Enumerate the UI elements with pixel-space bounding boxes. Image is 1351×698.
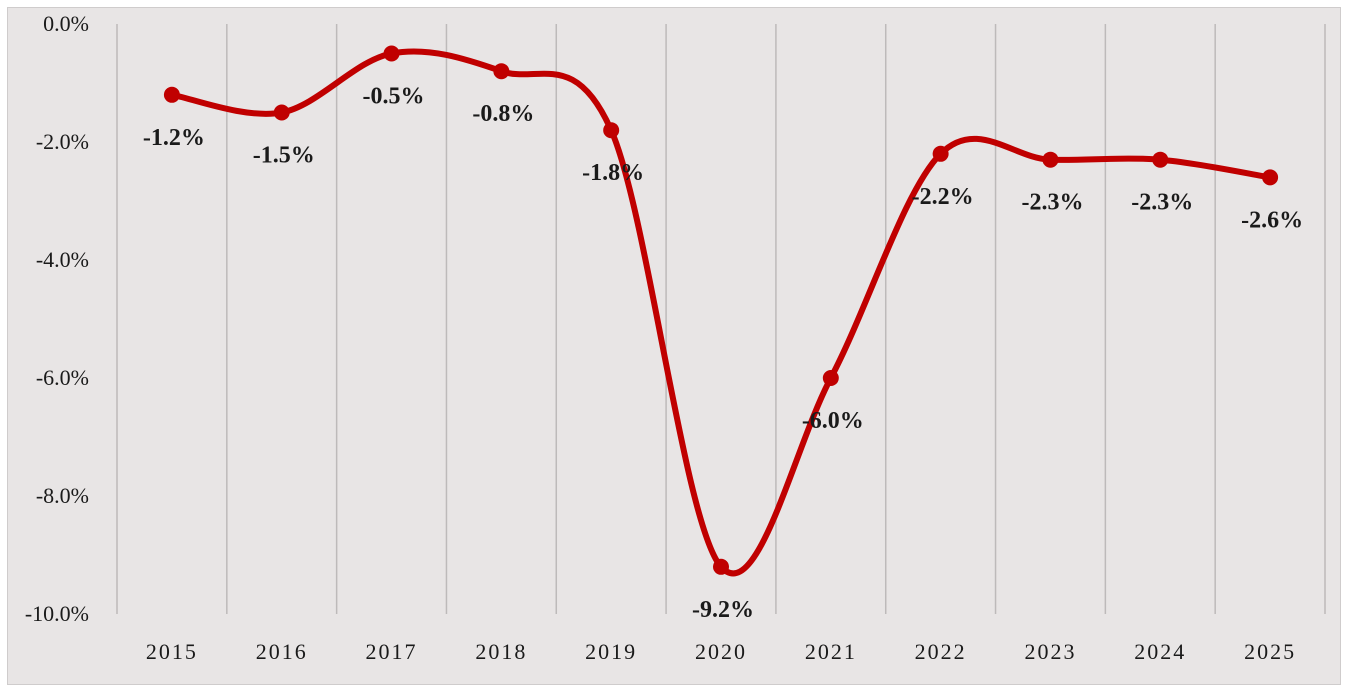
y-tick-label: -8.0% <box>36 483 89 508</box>
chart-area <box>7 7 1341 685</box>
x-tick-label: 2020 <box>695 639 747 664</box>
data-label: -1.2% <box>143 125 205 151</box>
y-tick-label: -2.0% <box>36 129 89 154</box>
axes: 0.0% -2.0% -4.0% -6.0% -8.0% -10.0% 2015 2016 20… <box>25 11 1296 664</box>
data-point <box>932 145 949 162</box>
data-label: -6.0% <box>802 408 864 434</box>
data-point <box>163 86 180 103</box>
data-point <box>822 370 839 386</box>
data-label-group: -1.2% -1.5% -0.5% -0.8% -1.8% -9.2% -6.0% -2.2%… <box>143 84 1303 623</box>
data-label: -1.8% <box>582 160 644 186</box>
data-label: -2.2% <box>912 184 974 210</box>
x-tick-label: 2016 <box>256 639 308 664</box>
data-point <box>1152 151 1169 168</box>
data-point <box>1042 151 1059 168</box>
data-point <box>603 122 620 139</box>
data-label: -2.3% <box>1021 190 1083 216</box>
x-tick-label: 2022 <box>915 639 967 664</box>
x-tick-label: 2024 <box>1134 639 1186 664</box>
x-tick-label: 2025 <box>1244 639 1296 664</box>
data-point <box>383 45 400 62</box>
y-tick-label: -4.0% <box>36 247 89 272</box>
y-tick-label: 0.0% <box>43 11 89 36</box>
data-label: -0.8% <box>472 101 534 127</box>
data-label: -9.2% <box>692 597 754 623</box>
data-label: -2.3% <box>1131 190 1193 216</box>
data-label: -1.5% <box>253 143 315 169</box>
x-tick-label: 2018 <box>475 639 527 664</box>
data-point <box>273 104 290 121</box>
data-label: -0.5% <box>363 84 425 110</box>
x-tick-label: 2023 <box>1024 639 1076 664</box>
data-label: -2.6% <box>1241 207 1303 233</box>
marker-group <box>163 45 1279 575</box>
gridlines <box>116 24 1326 614</box>
x-tick-label: 2017 <box>366 639 418 664</box>
data-point <box>713 558 729 575</box>
x-tick-label: 2019 <box>585 639 637 664</box>
y-tick-label: -10.0% <box>25 601 89 626</box>
x-tick-label: 2021 <box>805 639 857 664</box>
data-point <box>493 63 510 80</box>
y-tick-label: -6.0% <box>36 365 89 390</box>
x-tick-label: 2015 <box>146 639 198 664</box>
data-point <box>1262 169 1279 186</box>
